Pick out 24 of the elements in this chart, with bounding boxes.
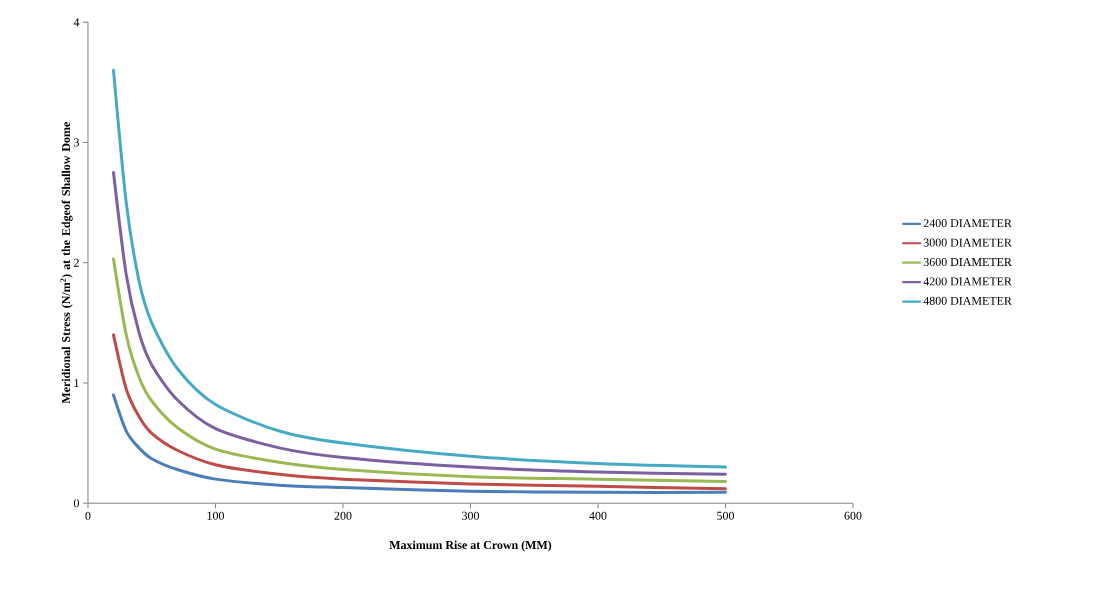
line-series [111,68,727,469]
legend-label: 3600 DIAMETER [923,257,1012,267]
x-tick-label: 300 [462,511,479,520]
x-tick-label: 100 [207,511,224,520]
x-tick-label: 500 [717,511,734,520]
line-series [111,171,727,476]
y-tick-label: 4 [73,18,80,27]
legend-label: 2400 DIAMETER [923,219,1012,228]
line-series [111,333,727,491]
line-series [111,257,727,484]
y-axis-title: Meridional Stress (N/m$^{2}$) at the Edgeof Shallow Dome [60,122,73,404]
x-tick-label: 400 [589,511,607,520]
legend-label: 4800 DIAMETER [923,296,1012,305]
x-axis-title: Maximum Rise at Crown (MM) [389,540,552,552]
legend-label: 3000 DIAMETER [923,238,1012,247]
x-tick-label: 200 [334,511,352,520]
x-tick-label: 600 [844,511,862,520]
x-tick-label: 0 [85,511,91,520]
line-series [111,393,727,494]
y-tick-label: 2 [74,258,79,267]
y-tick-label: 0 [73,499,79,508]
legend-label: 4200 DIAMETER [923,277,1012,286]
y-tick-label: 3 [74,138,79,147]
y-tick-label: 1 [74,379,79,387]
